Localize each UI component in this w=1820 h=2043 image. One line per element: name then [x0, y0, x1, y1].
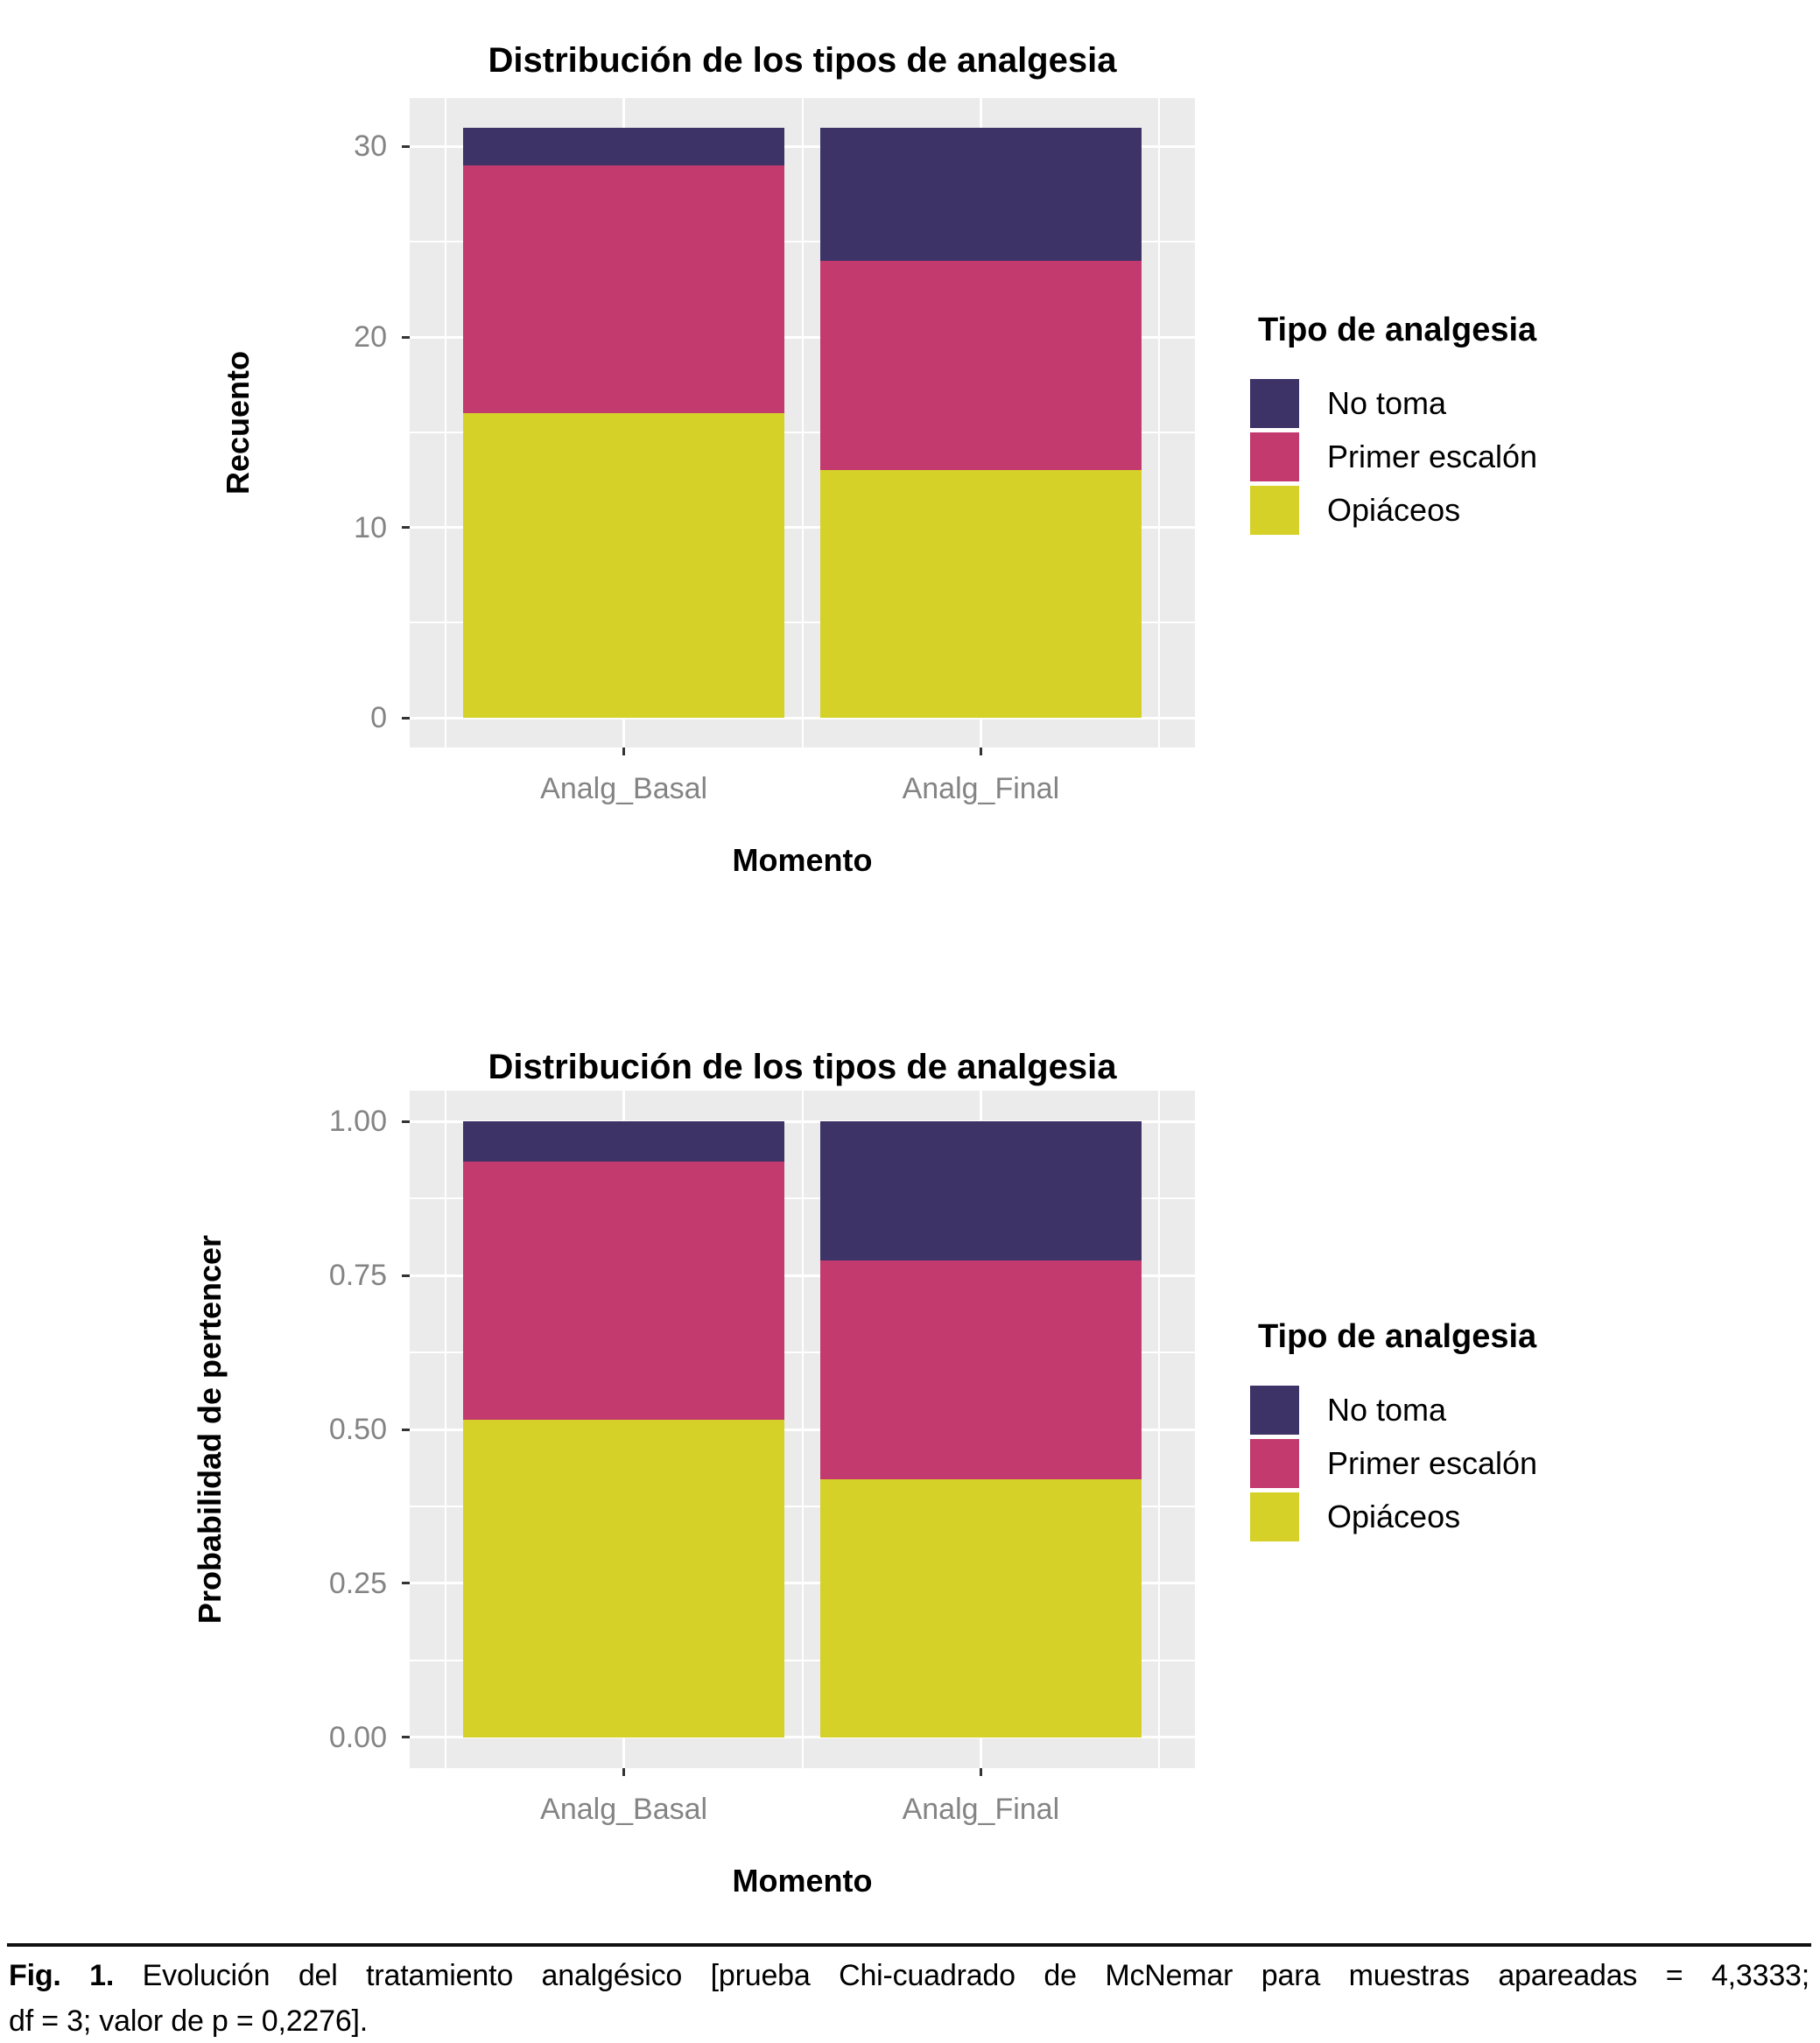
y-axis-title: Recuento — [220, 350, 256, 495]
gridline-major — [410, 144, 1195, 148]
y-tick-label: 0.00 — [328, 1720, 387, 1754]
x-axis-title: Momento — [732, 1863, 873, 1899]
x-axis-tick — [622, 748, 626, 755]
caption-rule — [7, 1943, 1811, 1947]
y-axis-tick — [402, 1428, 410, 1431]
legend-item-label: Opiáceos — [1327, 1499, 1461, 1534]
y-tick-label: 10 — [354, 510, 387, 544]
legend-item: Opiáceos — [1250, 486, 1565, 535]
y-axis-tick — [402, 1736, 410, 1739]
gridline-major — [410, 335, 1195, 339]
x-axis-tick — [622, 1768, 626, 1776]
bar-segment-no-toma — [819, 1121, 1142, 1261]
bar-segment-primer-escalon — [819, 1260, 1142, 1479]
gridline-major — [410, 1736, 1195, 1739]
x-axis-tick — [979, 1768, 982, 1776]
y-tick-label: 0.75 — [328, 1259, 387, 1293]
y-axis-tick — [402, 526, 410, 530]
y-tick-label: 0.50 — [328, 1413, 387, 1446]
bar-segment-no-toma — [819, 127, 1142, 262]
y-axis-tick — [402, 716, 410, 720]
legend-key-swatch — [1250, 379, 1299, 428]
y-axis-tick — [402, 1582, 410, 1585]
bar-segment-no-toma — [463, 127, 785, 166]
plot-panel: 0 10 20 30 Analg_Basal Analg_Final — [354, 98, 1195, 805]
chart-title: Distribución de los tipos de analgesia — [488, 1048, 1117, 1087]
y-tick-label: 1.00 — [328, 1105, 387, 1139]
caption-line-1: Fig. 1. Evolución del tratamiento analgé… — [9, 1959, 1809, 1993]
bar-segment-primer-escalon — [463, 1161, 785, 1420]
legend-key-swatch — [1250, 432, 1299, 481]
legend-item: No toma — [1250, 379, 1565, 428]
chart-title: Distribución de los tipos de analgesia — [488, 41, 1117, 81]
legend-key-swatch — [1250, 1386, 1299, 1435]
gridline-minor — [444, 98, 446, 748]
gridline-major — [410, 1120, 1195, 1123]
x-tick-label: Analg_Final — [902, 772, 1060, 805]
y-axis-title: Probabilidad de pertencer — [192, 1234, 228, 1625]
legend-title: Tipo de analgesia — [1258, 1318, 1537, 1355]
figure-label: Fig. 1. — [9, 1959, 115, 1992]
legend: Tipo de analgesia No toma Primer escalón O… — [1250, 312, 1537, 535]
y-tick-label: 20 — [354, 320, 387, 355]
bar-segment-opiaceos — [819, 1478, 1142, 1738]
gridline-major — [410, 526, 1195, 530]
x-tick-label: Analg_Basal — [540, 1793, 708, 1826]
x-axis-title: Momento — [732, 842, 873, 878]
legend-item-label: No toma — [1327, 385, 1447, 421]
legend-key-swatch — [1250, 486, 1299, 535]
legend-item: Primer escalón — [1250, 1439, 1565, 1488]
y-tick-label: 30 — [354, 130, 387, 164]
legend-item-label: No toma — [1327, 1392, 1447, 1428]
plot-panel: 0.00 0.25 0.50 0.75 1.00 Analg_Basal Analg_Fin… — [329, 1091, 1195, 1826]
bar-segment-primer-escalon — [819, 261, 1142, 471]
bar-segment-no-toma — [463, 1121, 785, 1162]
x-axis-tick — [979, 748, 982, 755]
y-axis-tick — [402, 1120, 410, 1123]
legend-item: No toma — [1250, 1386, 1565, 1435]
legend-item-label: Opiáceos — [1327, 492, 1461, 528]
y-axis-tick — [402, 335, 410, 339]
legend-item-label: Primer escalón — [1327, 1445, 1538, 1481]
x-tick-label: Analg_Basal — [540, 772, 708, 805]
legend-key-swatch — [1250, 1439, 1299, 1488]
bar-segment-opiaceos — [463, 1419, 785, 1738]
gridline-minor — [801, 98, 804, 748]
legend: Tipo de analgesia No toma Primer escalón O… — [1250, 1318, 1537, 1541]
gridline-major — [410, 1428, 1195, 1431]
legend-item-label: Primer escalón — [1327, 439, 1538, 474]
x-tick-label: Analg_Final — [902, 1793, 1060, 1826]
gridline-major — [410, 1582, 1195, 1585]
gridline-major — [410, 716, 1195, 720]
bar-segment-opiaceos — [819, 470, 1142, 719]
legend-title: Tipo de analgesia — [1258, 312, 1537, 348]
bar-segment-primer-escalon — [463, 165, 785, 414]
gridline-major — [410, 1274, 1195, 1277]
legend-key-swatch — [1250, 1492, 1299, 1541]
legend-item: Opiáceos — [1250, 1492, 1565, 1541]
caption-text: Evolución del tratamiento analgésico [pr… — [142, 1959, 1810, 1992]
bar-segment-opiaceos — [463, 413, 785, 719]
y-tick-label: 0.25 — [328, 1566, 387, 1600]
y-axis-tick — [402, 1274, 410, 1277]
caption-line-2: df = 3; valor de p = 0,2276]. — [9, 2004, 369, 2038]
legend-item: Primer escalón — [1250, 432, 1565, 481]
gridline-minor — [1158, 98, 1161, 748]
y-tick-label: 0 — [370, 701, 387, 735]
y-axis-tick — [402, 144, 410, 148]
